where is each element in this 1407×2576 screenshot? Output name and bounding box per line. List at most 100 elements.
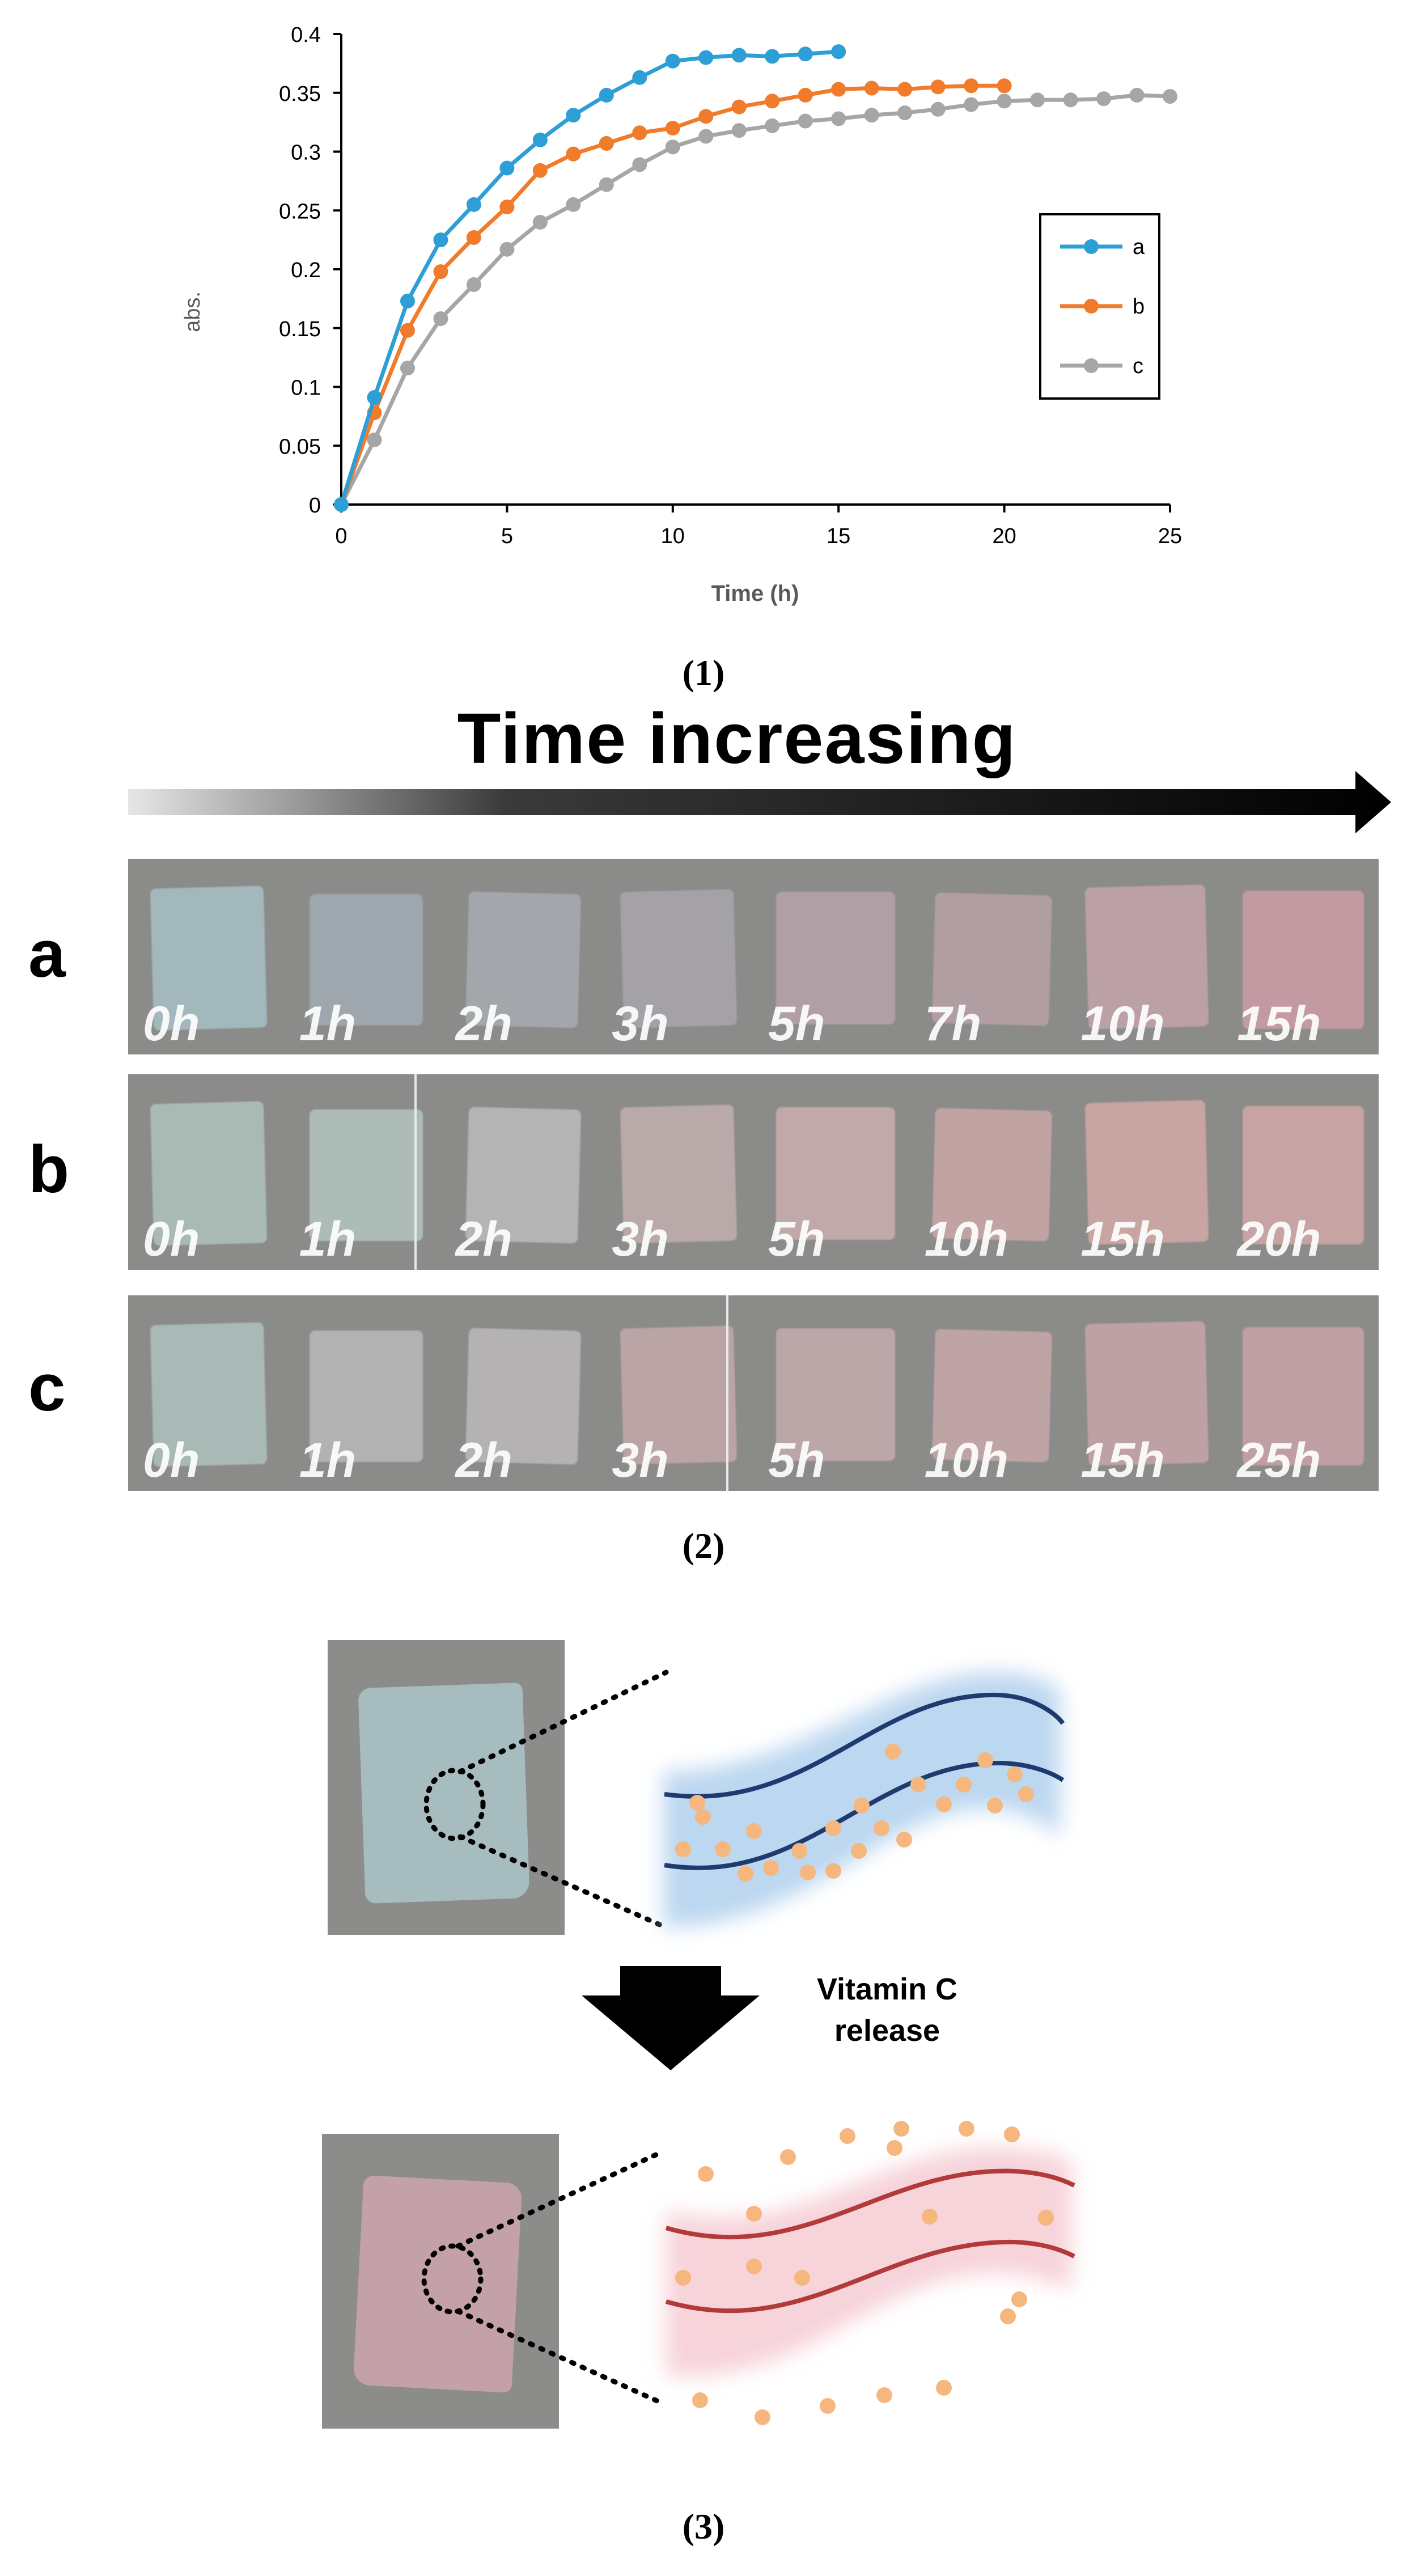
series-a-point <box>698 50 714 65</box>
series-c-point <box>1030 92 1045 108</box>
fabric-sample: 1h <box>285 1295 441 1491</box>
fiber-after <box>665 2121 1075 2425</box>
time-label: 2h <box>455 997 512 1051</box>
vitamin-c-dot <box>1011 2291 1027 2307</box>
vitamin-c-dot <box>1038 2210 1054 2226</box>
vitamin-c-dot <box>791 1843 807 1859</box>
series-layer <box>334 44 1177 512</box>
fabric-swatch <box>776 1328 895 1461</box>
series-c-point <box>897 105 913 121</box>
series-a-point <box>334 497 349 512</box>
caption-1-text: (1) <box>682 653 725 693</box>
caption-1: (1) <box>0 652 1407 694</box>
series-b-point <box>433 264 448 279</box>
magnify-bottom <box>421 2149 666 2406</box>
time-label: 10h <box>1080 997 1165 1051</box>
fabric-sample: 5h <box>753 859 910 1054</box>
fabric-sample: 3h <box>597 1295 753 1491</box>
series-a-point <box>367 390 382 405</box>
series-b-point <box>599 135 614 151</box>
vitamin-c-dot <box>746 2206 762 2222</box>
vitamin-c-dot <box>896 1832 912 1848</box>
vitamin-c-dot <box>689 1795 705 1811</box>
series-c-point <box>964 97 979 112</box>
vitamin-c-dot <box>956 1777 972 1793</box>
fabric-sample: 1h <box>285 859 441 1054</box>
vitamin-c-dot <box>675 1841 691 1857</box>
y-tick-label: 0.05 <box>279 435 321 459</box>
time-label: 2h <box>455 1433 512 1488</box>
x-axis-label: Time (h) <box>711 581 799 606</box>
fabric-strip-a: 0h 1h 2h 3h 5h 7h 10h 15h <box>128 859 1379 1054</box>
legend-label-c: c <box>1133 354 1143 378</box>
time-label: 10h <box>924 1433 1008 1488</box>
fabric-sample: 0h <box>128 859 285 1054</box>
vitamin-c-dot <box>825 1820 841 1836</box>
series-b-point <box>930 79 946 95</box>
vitamin-c-dot <box>874 1820 889 1836</box>
series-a-point <box>831 44 846 60</box>
vitamin-c-dot <box>959 2121 974 2137</box>
vitamin-c-particles-inside <box>675 1744 1034 1882</box>
photo-divider <box>414 1074 417 1270</box>
fabric-strip-c: 0h 1h 2h 3h 5h 10h 15h 25h <box>128 1295 1379 1491</box>
legend-marker-a <box>1084 239 1099 254</box>
fabric-sample: 0h <box>128 1074 285 1270</box>
series-c-point <box>433 311 448 327</box>
y-tick-label: 0.3 <box>291 141 321 165</box>
series-b-point <box>665 121 680 135</box>
series-b-point <box>499 200 515 215</box>
series-b-point <box>997 78 1012 94</box>
photo-divider <box>726 1295 728 1491</box>
fabric-sample: 10h <box>1066 859 1223 1054</box>
time-label: 15h <box>1080 1212 1165 1266</box>
row-label-a: a <box>28 917 66 992</box>
fabric-sample: 5h <box>753 1074 910 1270</box>
series-b-point <box>400 323 415 338</box>
vitamin-c-dot <box>977 1752 993 1768</box>
vitamin-c-dot <box>763 1860 779 1876</box>
time-label: 1h <box>299 997 357 1051</box>
fabric-photo-after <box>322 2134 559 2429</box>
vitamin-c-dot <box>800 1865 816 1880</box>
vitamin-c-dot <box>715 1841 731 1857</box>
series-c-point <box>765 118 780 133</box>
time-label: 1h <box>299 1433 357 1488</box>
vitamin-c-dot <box>746 2259 762 2274</box>
series-a-point <box>433 232 448 248</box>
series-b-point <box>532 163 548 178</box>
vitamin-c-dot <box>1007 1766 1023 1782</box>
vitamin-c-dot <box>825 1863 841 1879</box>
series-c-point <box>400 361 415 376</box>
time-label: 0h <box>143 1433 200 1488</box>
vitamin-c-dot <box>1004 2126 1020 2142</box>
vitamin-c-dot <box>885 1744 901 1760</box>
fabric-swatch <box>776 892 895 1024</box>
time-label: 7h <box>924 997 982 1051</box>
series-a-point <box>798 46 813 62</box>
series-b-point <box>798 87 813 103</box>
vitamin-c-dot <box>936 1797 952 1812</box>
absorbance-line-chart: 00.050.10.150.20.250.30.350.40 5 10 15 20 25 … <box>181 23 1182 606</box>
series-a-line <box>339 49 839 506</box>
vitamin-c-dot <box>1018 1786 1034 1802</box>
fabric-sample: 1h <box>285 1074 441 1270</box>
y-tick-label: 0.4 <box>291 23 321 47</box>
fabric-sample: 15h <box>1222 859 1379 1054</box>
series-a-point <box>765 49 780 64</box>
fabric-sample: 15h <box>1066 1074 1223 1270</box>
magnify-top <box>423 1670 669 1930</box>
vitamin-c-dot <box>794 2270 810 2286</box>
time-label: 15h <box>1080 1433 1165 1488</box>
time-label: 3h <box>612 997 669 1051</box>
series-b-point <box>466 230 481 245</box>
series-c-point <box>532 215 548 230</box>
time-label: 1h <box>299 1212 357 1266</box>
fabric-sample: 5h <box>753 1295 910 1491</box>
series-b-point <box>632 125 647 141</box>
series-c-point <box>599 177 614 192</box>
series-c-point <box>798 113 813 129</box>
vitamin-c-dot <box>1000 2308 1016 2324</box>
y-tick-label: 0.15 <box>279 317 321 341</box>
fabric-swatch <box>309 1331 423 1462</box>
